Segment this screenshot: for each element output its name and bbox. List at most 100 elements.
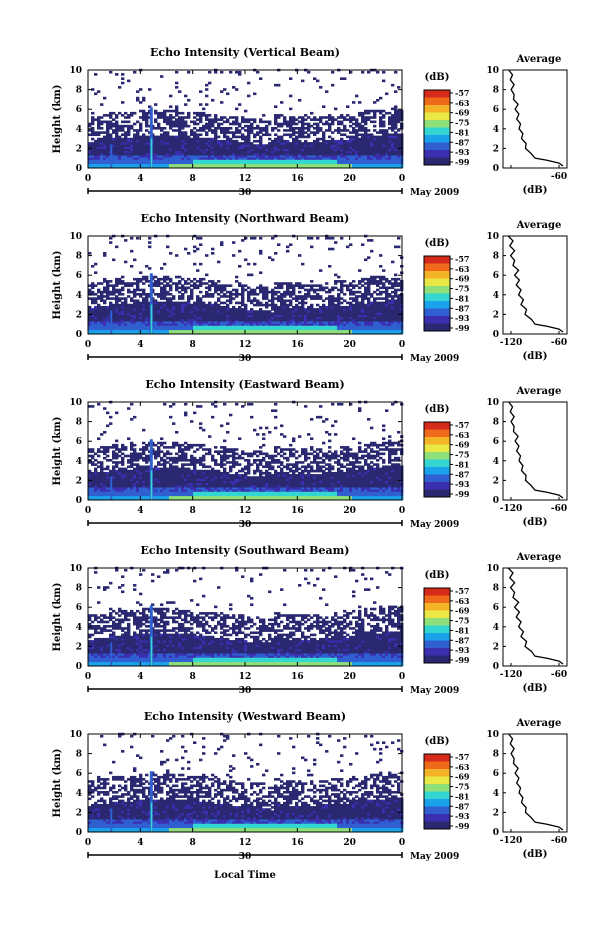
colorbar-swatch <box>424 150 450 158</box>
echo-cell <box>163 111 167 115</box>
echo-cell <box>319 286 323 290</box>
echo-cell <box>382 120 386 124</box>
echo-cell <box>169 157 173 160</box>
echo-cell <box>253 155 257 158</box>
echo-cell <box>310 314 314 318</box>
echo-cell <box>262 321 266 324</box>
echo-cell <box>208 331 212 335</box>
echo-cell <box>178 111 182 115</box>
echo-cell <box>133 163 137 167</box>
echo-cell <box>253 161 257 165</box>
echo-cell <box>172 159 176 162</box>
echo-cell <box>334 310 338 313</box>
echo-cell <box>106 318 110 322</box>
echo-cell <box>184 308 188 311</box>
echo-cell <box>139 314 143 318</box>
echo-cell <box>160 277 164 281</box>
echo-cell <box>337 310 341 313</box>
echo-cell <box>100 152 104 156</box>
echo-cell <box>94 301 98 305</box>
echo-cell <box>238 70 242 74</box>
echo-cell <box>283 150 287 154</box>
echo-cell <box>358 146 362 149</box>
echo-cell <box>148 124 152 128</box>
echo-cell <box>133 146 137 149</box>
echo-cell <box>265 126 269 130</box>
echo-cell <box>385 139 389 143</box>
echo-cell <box>307 316 311 320</box>
echo-cell <box>193 126 197 130</box>
echo-cell <box>133 282 137 285</box>
echo-cell <box>205 292 209 296</box>
echo-cell <box>190 157 194 160</box>
echo-cell <box>259 321 263 324</box>
echo-cell <box>205 148 209 152</box>
echo-cell <box>295 312 299 315</box>
echo-cell <box>385 133 389 137</box>
echo-cell <box>337 148 341 152</box>
echo-cell <box>394 70 398 74</box>
echo-cell <box>163 310 167 313</box>
echo-cell <box>325 155 329 158</box>
echo-cell <box>376 131 380 134</box>
echo-cell <box>88 146 92 149</box>
echo-cell <box>199 290 203 294</box>
echo-cell <box>214 157 218 160</box>
echo-cell <box>205 327 209 331</box>
echo-cell <box>307 305 311 309</box>
echo-cell <box>367 280 371 283</box>
echo-cell <box>130 152 134 156</box>
echo-cell <box>157 305 161 309</box>
echo-cell <box>328 318 332 322</box>
echo-cell <box>112 122 116 126</box>
echo-cell <box>124 323 128 326</box>
echo-cell <box>394 122 398 126</box>
echo-cell <box>343 142 347 145</box>
echo-cell <box>91 284 95 287</box>
echo-cell <box>169 288 173 292</box>
echo-cell <box>154 144 158 147</box>
echo-cell <box>115 152 119 156</box>
echo-cell <box>136 98 140 102</box>
echo-cell <box>145 116 149 119</box>
echo-cell <box>166 327 170 331</box>
echo-cell <box>154 301 158 305</box>
echo-cell <box>352 310 356 313</box>
echo-cell <box>175 155 179 158</box>
echo-cell <box>382 146 386 149</box>
echo-cell <box>220 70 224 74</box>
echo-cell <box>190 305 194 309</box>
echo-cell <box>301 135 305 139</box>
echo-cell <box>214 284 218 287</box>
echo-cell <box>274 142 278 145</box>
echo-cell <box>319 137 323 141</box>
echo-cell <box>355 131 359 134</box>
echo-cell <box>91 292 95 296</box>
echo-cell <box>100 314 104 318</box>
echo-cell <box>337 303 341 307</box>
echo-cell <box>130 148 134 152</box>
echo-cell <box>106 139 110 143</box>
echo-cell <box>211 139 215 143</box>
echo-cell <box>241 133 245 137</box>
echo-cell <box>361 157 365 160</box>
echo-cell <box>130 314 134 318</box>
echo-cell <box>397 152 401 156</box>
echo-cell <box>355 133 359 137</box>
echo-cell <box>238 284 242 287</box>
echo-cell <box>205 321 209 324</box>
echo-cell <box>115 316 119 320</box>
echo-cell <box>343 299 347 303</box>
echo-cell <box>253 126 257 130</box>
echo-cell <box>172 157 176 160</box>
echo-cell <box>223 325 227 328</box>
echo-cell <box>286 146 290 149</box>
echo-cell <box>349 321 353 324</box>
echo-cell <box>391 116 395 119</box>
echo-cell <box>175 120 179 124</box>
echo-cell <box>214 308 218 311</box>
echo-cell <box>301 308 305 311</box>
echo-cell <box>241 148 245 152</box>
echo-cell <box>211 137 215 141</box>
echo-cell <box>304 321 308 324</box>
